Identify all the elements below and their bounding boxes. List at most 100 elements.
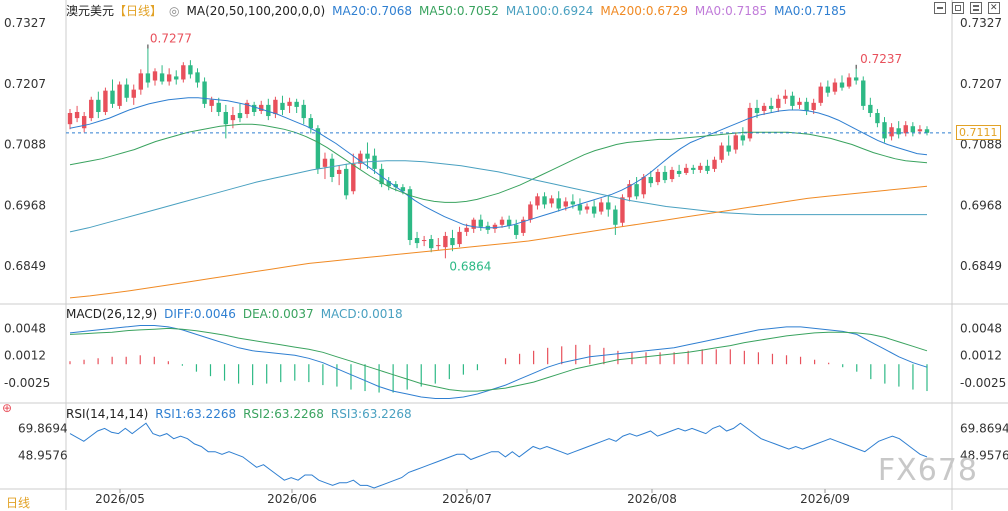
candle-body <box>336 169 342 174</box>
ma50-value: MA50:0.7052 <box>419 4 499 18</box>
price-tick-right: 0.6968 <box>960 198 1002 212</box>
watermark: FX678 <box>877 453 978 488</box>
candle-body <box>811 102 816 110</box>
candle-body <box>301 104 306 119</box>
price-tick-left: 0.6968 <box>4 198 46 212</box>
rsi-tick-right: 48.9576 <box>960 449 1008 463</box>
candle-body <box>719 145 724 160</box>
ma0-value-b: MA0:0.7185 <box>774 4 847 18</box>
candle-body <box>471 219 476 229</box>
candle-body <box>499 219 505 225</box>
candle-body <box>768 105 774 109</box>
crosshair-icon: ⊕ <box>2 401 12 415</box>
candle-body <box>662 171 668 181</box>
candle-body <box>393 184 398 188</box>
candle-body <box>478 219 483 227</box>
price-tick-right: 0.6849 <box>960 259 1002 273</box>
candle-body <box>542 196 547 205</box>
candle-body <box>124 84 129 98</box>
candle-body <box>110 90 115 104</box>
macd-diff: DIFF:0.0046 <box>164 307 236 321</box>
candle-body <box>400 187 406 192</box>
candle-body <box>138 73 144 90</box>
macd-value: MACD:0.0018 <box>320 307 403 321</box>
candle-body <box>315 128 321 169</box>
candle-body <box>641 177 646 195</box>
candle-body <box>627 184 632 198</box>
candle-body <box>450 237 455 246</box>
candle-body <box>244 102 250 115</box>
candle-body <box>683 167 689 173</box>
ma20-line <box>69 97 928 229</box>
date-tick-label: 2026/09 <box>800 492 850 506</box>
candle-body <box>634 184 639 197</box>
candle-body <box>280 102 285 110</box>
candle-body <box>230 115 236 121</box>
candle-body <box>726 145 731 152</box>
candle-body <box>620 197 625 223</box>
layout-icon[interactable] <box>970 2 982 14</box>
candle-body <box>549 198 554 204</box>
candle-body <box>322 158 328 167</box>
ma-header: MA(20,50,100,200,0,0) <box>186 4 326 18</box>
period-tag[interactable]: 【日线】 <box>114 4 163 18</box>
maximize-icon[interactable] <box>952 2 964 14</box>
candle-body <box>825 86 831 93</box>
ma20-value: MA20:0.7068 <box>332 4 413 18</box>
close-icon[interactable] <box>988 2 1000 14</box>
candle-body <box>861 80 866 106</box>
macd-diff-line <box>69 325 928 399</box>
candle-body <box>563 201 568 207</box>
price-tick-left: 0.7088 <box>4 138 46 152</box>
candle-body <box>429 239 434 249</box>
candle-body <box>181 65 186 80</box>
candle-body <box>754 107 760 114</box>
candle-body <box>853 77 859 81</box>
candle-body <box>223 111 229 125</box>
macd-dea: DEA:0.0037 <box>242 307 314 321</box>
low-label: 0.6864 <box>449 259 491 273</box>
last-price-tag: 0.7111 <box>956 125 1001 140</box>
candle-body <box>117 84 122 106</box>
candle-body <box>414 237 420 244</box>
candle-body <box>174 76 179 80</box>
candle-body <box>351 163 356 192</box>
candle-body <box>818 86 823 103</box>
candle-body <box>783 95 788 99</box>
candle-body <box>237 113 243 119</box>
candle-body <box>407 189 413 241</box>
settings-icon[interactable]: ◎ <box>169 4 180 18</box>
minimize-icon[interactable] <box>934 2 946 14</box>
candle-body <box>195 72 200 83</box>
candle-body <box>698 165 703 170</box>
macd-tick-right: -0.0025 <box>960 376 1006 390</box>
rsi-tick-right: 69.8694 <box>960 422 1008 436</box>
ma100-line <box>69 160 927 233</box>
candle-body <box>740 135 746 141</box>
date-tick-label: 2026/08 <box>627 492 677 506</box>
window-toolbar <box>934 2 1000 14</box>
ma200-value: MA200:0.6729 <box>600 4 688 18</box>
candle-body <box>67 113 73 125</box>
rsi-legend: RSI(14,14,14) RSI1:63.2268 RSI2:63.2268 RSI… <box>66 407 419 421</box>
candle-body <box>875 113 880 124</box>
candle-body <box>903 125 908 134</box>
candle-body <box>81 116 87 129</box>
candle-body <box>216 102 221 112</box>
date-tick-label: 2026/05 <box>95 492 145 506</box>
period-switch[interactable]: 日线 <box>6 496 31 510</box>
candle-body <box>790 95 795 106</box>
candle-body <box>294 101 299 107</box>
candle-body <box>266 104 271 117</box>
macd-legend: MACD(26,12,9) DIFF:0.0046 DEA:0.0037 MACD:0… <box>66 307 410 321</box>
candle-body <box>145 73 151 83</box>
candle-body <box>131 89 136 98</box>
candle-body <box>421 240 427 242</box>
date-tick-label: 2026/06 <box>267 492 317 506</box>
candle-body <box>166 74 172 82</box>
price-tick-right: 0.7207 <box>960 77 1002 91</box>
candle-body <box>89 99 94 119</box>
candle-body <box>96 99 101 112</box>
price-tick-right: 0.7327 <box>960 16 1002 30</box>
